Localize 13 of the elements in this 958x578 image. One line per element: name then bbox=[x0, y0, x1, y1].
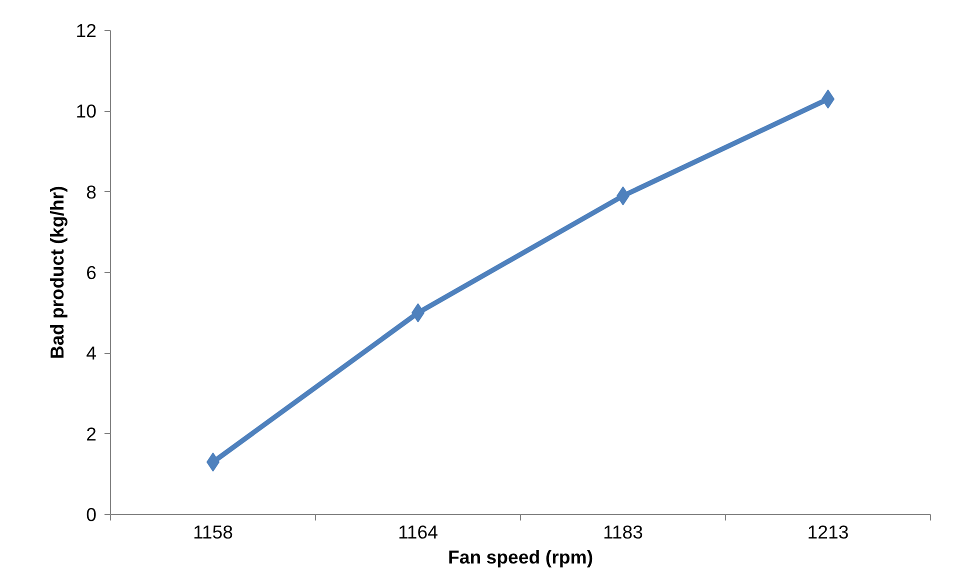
x-tick-label: 1213 bbox=[807, 522, 849, 542]
y-tick-label: 12 bbox=[76, 20, 97, 41]
x-axis-title: Fan speed (rpm) bbox=[448, 546, 594, 568]
y-tick-label: 8 bbox=[86, 181, 97, 202]
x-tick-label: 1164 bbox=[398, 522, 438, 542]
y-tick-label: 4 bbox=[86, 342, 97, 364]
y-axis-title: Bad product (kg/hr) bbox=[46, 186, 68, 360]
y-tick-label: 6 bbox=[86, 262, 97, 283]
y-tick-label: 2 bbox=[86, 423, 97, 444]
y-tick-label: 0 bbox=[86, 504, 97, 525]
x-tick-label: 1158 bbox=[192, 522, 234, 542]
y-tick-label: 10 bbox=[76, 100, 97, 122]
x-tick-label: 1183 bbox=[602, 522, 644, 542]
